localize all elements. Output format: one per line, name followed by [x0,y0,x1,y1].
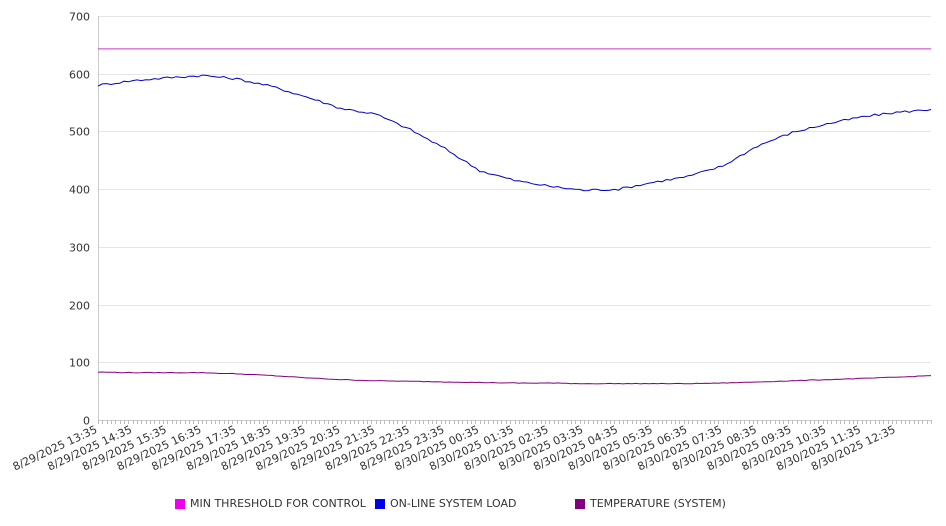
y-tick-label: 200 [69,300,90,313]
y-tick-label: 300 [69,242,90,255]
y-tick-label: 0 [83,415,90,428]
legend-swatch-min-threshold [175,498,185,509]
y-tick-label: 400 [69,184,90,197]
legend-label-temperature: TEMPERATURE (SYSTEM) [590,497,726,510]
series-line-on-line-system-load [97,74,932,192]
y-tick-label: 100 [69,357,90,370]
legend-item-temperature: TEMPERATURE (SYSTEM) [575,497,726,510]
y-tick-label: 700 [69,11,90,24]
legend-item-system-load: ON-LINE SYSTEM LOAD [375,497,516,510]
legend-swatch-system-load [375,498,385,509]
y-tick-label: 500 [69,126,90,139]
legend-label-min-threshold: MIN THRESHOLD FOR CONTROL [190,497,366,510]
legend-item-min-threshold: MIN THRESHOLD FOR CONTROL [175,497,366,510]
x-tick-labels: 8/29/2025 13:358/29/2025 14:358/29/2025 … [11,423,898,473]
legend-swatch-temperature [575,498,585,509]
series-lines [97,48,932,385]
chart-legend: MIN THRESHOLD FOR CONTROL ON-LINE SYSTEM… [0,497,946,515]
axes [98,16,932,424]
y-tick-labels: 0 100 200 300 400 500 600 700 [69,11,90,428]
gridlines [98,16,931,363]
series-line-temperature-system [97,371,932,385]
legend-label-system-load: ON-LINE SYSTEM LOAD [390,497,517,510]
y-tick-label: 600 [69,69,90,82]
